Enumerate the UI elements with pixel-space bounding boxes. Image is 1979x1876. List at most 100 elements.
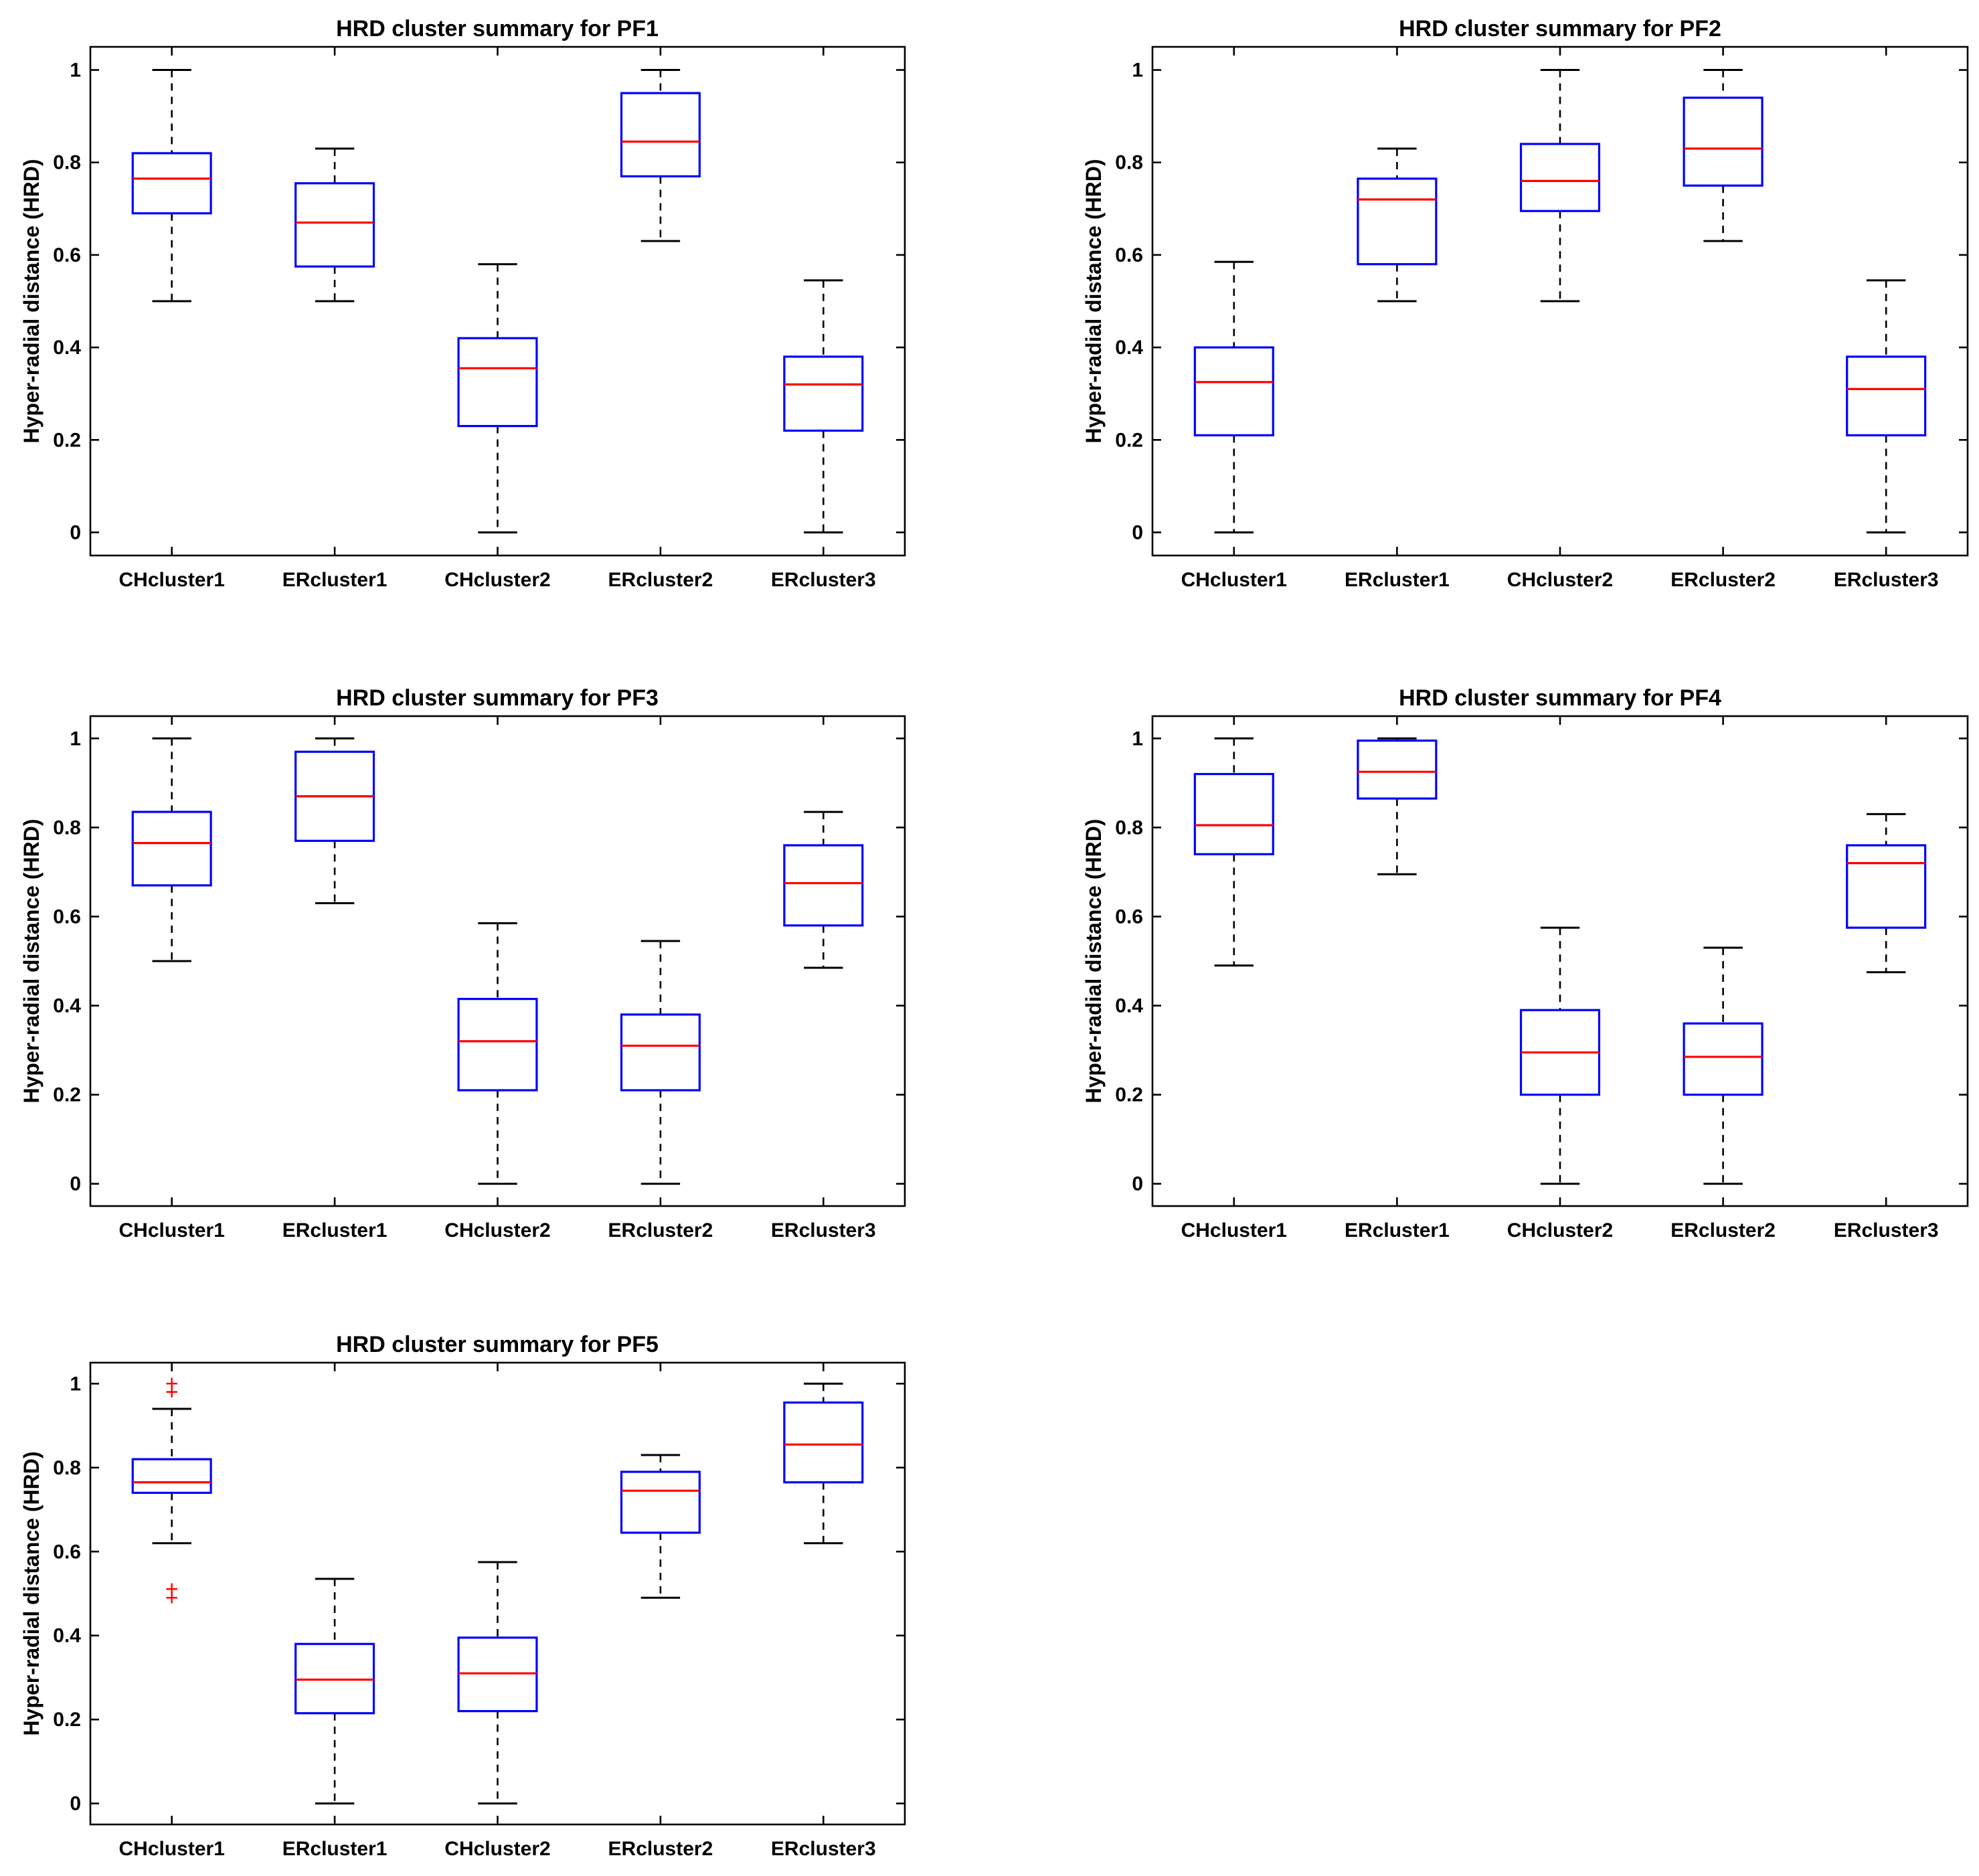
box [457, 337, 538, 428]
y-tick-label: 0.6 [53, 244, 81, 266]
x-tick-label: CHcluster1 [1181, 569, 1287, 591]
x-tick-label: ERcluster3 [771, 1838, 876, 1860]
x-tick-label: ERcluster1 [282, 1838, 388, 1860]
panel-pf2: HRD cluster summary for PF2 Hyper-radial… [1082, 16, 1969, 591]
y-tick-label: 0.2 [53, 1709, 81, 1731]
y-tick-label: 0 [70, 1173, 81, 1195]
x-tick-label: ERcluster1 [1345, 569, 1450, 591]
y-tick-label: 0.8 [53, 1457, 81, 1479]
y-tick-label: 0.2 [1115, 1084, 1143, 1106]
x-tick-label: CHcluster2 [444, 1838, 550, 1860]
outlier-marker: + [165, 1371, 179, 1396]
y-tick-label: 0 [70, 1793, 81, 1815]
box [131, 152, 212, 215]
x-tick-label: ERcluster2 [1670, 569, 1776, 591]
y-tick-label: 0.8 [53, 817, 81, 839]
y-tick-label: 0.6 [1115, 906, 1143, 928]
y-tick-label: 0 [1132, 1173, 1143, 1195]
x-tick-label: CHcluster2 [1507, 569, 1613, 591]
y-tick-label: 0.6 [53, 1541, 81, 1563]
y-tick-label: 0.6 [1115, 244, 1143, 266]
box [1519, 143, 1601, 212]
box [131, 1458, 212, 1495]
x-tick-label: CHcluster1 [118, 569, 224, 591]
y-tick-label: 0.2 [1115, 429, 1143, 451]
box [1193, 346, 1274, 436]
panel-pf1: HRD cluster summary for PF1 Hyper-radial… [19, 16, 906, 591]
box [131, 811, 212, 887]
y-axis-label: Hyper-radial distance (HRD) [1082, 159, 1106, 444]
box [1846, 355, 1927, 436]
y-tick-label: 1 [70, 728, 81, 750]
x-tick-label: ERcluster3 [1834, 569, 1939, 591]
y-tick-label: 0.2 [53, 429, 81, 451]
y-tick-label: 0 [70, 521, 81, 543]
box [783, 1401, 864, 1484]
chart-title: HRD cluster summary for PF1 [336, 16, 659, 41]
box [783, 355, 864, 432]
plot-area: 0 0.2 0.4 0.6 0.8 1 CHcluster1 ERcluster1 CHclus… [53, 46, 906, 591]
x-tick-label: ERcluster3 [771, 1219, 876, 1242]
chart-title: HRD cluster summary for PF3 [336, 685, 659, 711]
chart-title: HRD cluster summary for PF2 [1399, 16, 1721, 41]
y-axis-label: Hyper-radial distance (HRD) [19, 159, 44, 444]
y-axis-label: Hyper-radial distance (HRD) [19, 1452, 44, 1736]
plot-area: 0 0.2 0.4 0.6 0.8 1 CHcluster1 ERcluster1 CHclus… [1115, 715, 1969, 1242]
y-axis-label: Hyper-radial distance (HRD) [1082, 819, 1106, 1104]
box [783, 844, 864, 927]
box [620, 1470, 701, 1534]
y-tick-label: 0.4 [53, 1625, 81, 1647]
x-tick-label: CHcluster1 [1181, 1219, 1287, 1242]
plot-area: 0 0.2 0.4 0.6 0.8 1 CHcluster1 ERcluster1 CHclus… [53, 715, 906, 1242]
y-tick-label: 1 [1132, 728, 1143, 750]
x-tick-label: ERcluster2 [608, 569, 713, 591]
x-tick-label: CHcluster1 [118, 1838, 224, 1860]
plot-area: 0 0.2 0.4 0.6 0.8 1 CHcluster1 ERcluster1 CHclus… [1115, 46, 1969, 591]
y-tick-label: 0.4 [1115, 337, 1143, 359]
outlier-marker: + [165, 1577, 179, 1602]
chart-title: HRD cluster summary for PF5 [336, 1332, 659, 1357]
x-tick-label: ERcluster1 [282, 1219, 388, 1242]
box [1357, 177, 1438, 266]
x-tick-label: CHcluster2 [444, 1219, 550, 1242]
box [620, 1013, 701, 1092]
axes-frame [89, 46, 906, 557]
x-tick-label: CHcluster2 [1507, 1219, 1613, 1242]
y-tick-label: 0.6 [53, 906, 81, 928]
y-tick-label: 0.2 [53, 1084, 81, 1106]
box [1683, 1022, 1763, 1096]
y-tick-label: 0.4 [1115, 995, 1143, 1017]
chart-title: HRD cluster summary for PF4 [1399, 685, 1721, 711]
x-tick-label: ERcluster2 [608, 1219, 713, 1242]
box [457, 997, 538, 1092]
x-tick-label: ERcluster3 [771, 569, 876, 591]
y-tick-label: 0.4 [53, 995, 81, 1017]
box [620, 92, 701, 178]
box [1357, 739, 1438, 800]
panel-pf3: HRD cluster summary for PF3 Hyper-radial… [19, 685, 906, 1242]
panel-pf5: HRD cluster summary for PF5 Hyper-radial… [19, 1332, 906, 1860]
box [294, 182, 375, 268]
y-tick-label: 1 [1132, 60, 1143, 82]
box [1846, 844, 1927, 929]
y-tick-label: 0.8 [1115, 817, 1143, 839]
x-tick-label: CHcluster2 [444, 569, 550, 591]
x-tick-label: CHcluster1 [118, 1219, 224, 1242]
x-tick-label: ERcluster1 [282, 569, 388, 591]
panel-pf4: HRD cluster summary for PF4 Hyper-radial… [1082, 685, 1969, 1242]
y-tick-label: 1 [70, 60, 81, 82]
box [1193, 772, 1274, 855]
y-tick-label: 1 [70, 1373, 81, 1395]
x-tick-label: ERcluster2 [608, 1838, 713, 1860]
x-tick-label: ERcluster1 [1345, 1219, 1450, 1242]
y-tick-label: 0.4 [53, 337, 81, 359]
y-tick-label: 0.8 [53, 152, 81, 174]
box [1683, 96, 1763, 187]
outlier-marker: + [165, 1585, 179, 1610]
y-axis-label: Hyper-radial distance (HRD) [19, 819, 44, 1104]
x-tick-label: ERcluster2 [1670, 1219, 1776, 1242]
outlier-marker: + [165, 1379, 179, 1405]
y-tick-label: 0.8 [1115, 152, 1143, 174]
